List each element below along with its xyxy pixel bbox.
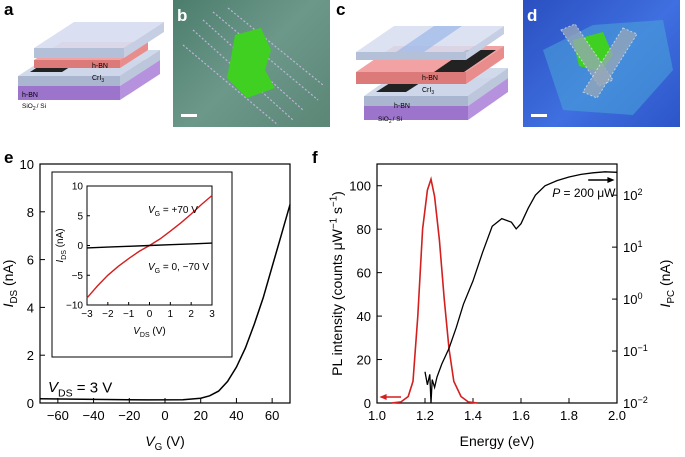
series-ids-line: [39, 204, 291, 401]
svg-text:SiO2/ Si: SiO2/ Si: [22, 103, 46, 112]
y-right-tick-label: 100: [623, 291, 643, 307]
schematic-c: h-BN CrI3 h-BN SiO2/ Si: [356, 26, 508, 125]
inset-x-tick-label: −1: [123, 309, 135, 320]
label-top-hbn: h-BN: [422, 75, 438, 82]
x-tick-label: −40: [83, 408, 105, 423]
label-substrate: SiO: [22, 103, 33, 110]
pl-axis-arrowhead: [379, 394, 387, 400]
x-tick-label: −60: [47, 408, 69, 423]
inset-x-axis-label: VDS (V): [133, 326, 166, 339]
inset-x-tick-label: 2: [188, 309, 194, 320]
x-tick-label: 1.6: [512, 408, 530, 423]
panel-label-a: a: [4, 0, 14, 19]
inset-x-tick-label: 3: [209, 309, 215, 320]
inset-y-axis-label: IDS (nA): [55, 228, 68, 262]
electrode-strip: [582, 27, 638, 99]
device-photo-d: [523, 0, 680, 127]
top-electrode: [434, 50, 496, 72]
top-hbn-layer: [34, 22, 164, 48]
vds-annotation: VDS = 3 V: [48, 379, 112, 400]
y-left-axis-label: PL intensity (counts μW−1 s−1): [328, 191, 345, 376]
inset-x-tick-label: −3: [81, 309, 93, 320]
label-cri3: CrI: [422, 87, 431, 94]
x-tick-label: 1.2: [416, 408, 434, 423]
panel-label-f: f: [312, 148, 318, 167]
inset-y-tick-label: 0: [77, 241, 83, 252]
inset-label-vg-plus70: VG = +70 V: [148, 205, 198, 218]
inset-y-tick-label: −10: [66, 301, 83, 312]
y-tick-label: 10: [20, 157, 34, 172]
inset-x-tick-label: −2: [102, 309, 114, 320]
inset-y-tick-label: 5: [77, 211, 83, 222]
y-tick-label: 0: [27, 396, 34, 411]
y-left-tick-label: 100: [349, 179, 371, 194]
panel-label-e: e: [4, 148, 14, 167]
panel-label-b: b: [177, 6, 188, 25]
panel-label-c: c: [336, 0, 346, 19]
x-tick-label: −20: [118, 408, 140, 423]
inset-y-tick-label: −5: [72, 271, 84, 282]
flake: [227, 28, 275, 98]
axes-frame: [376, 163, 618, 404]
y-left-tick-label: 40: [357, 309, 371, 324]
y-axis-label: IDS (nA): [0, 260, 20, 308]
inset-y-tick-label: 10: [72, 182, 84, 193]
ipc-axis-arrowhead: [607, 177, 615, 183]
panel-label-d: d: [527, 6, 538, 25]
series-ipc-line: [424, 171, 618, 404]
y-tick-label: 2: [27, 348, 34, 363]
label-bottom-hbn: h-BN: [22, 92, 38, 99]
svg-text:CrI3: CrI3: [92, 75, 104, 84]
schematic-a: h-BN CrI3 h-BN SiO2/ Si: [18, 22, 164, 112]
y-left-tick-label: 20: [357, 353, 371, 368]
x-tick-label: 20: [193, 408, 207, 423]
label-substrate: SiO: [378, 116, 389, 123]
chart-f: 1.0 1.2 1.4 1.6 1.8 2.0 0 20 40 60 80 100 102 101 100 1…: [328, 163, 677, 449]
x-axis-label: VG (V): [145, 433, 185, 453]
y-right-tick-label: 10−2: [623, 395, 648, 411]
svg-text:SiO2/ Si: SiO2/ Si: [378, 116, 402, 125]
x-tick-label: 1.0: [368, 408, 386, 423]
inset-label-vg-0-minus70: VG = 0, −70 V: [148, 262, 209, 275]
inset-x-tick-label: 1: [168, 309, 174, 320]
inset-x-tick-label: 0: [147, 309, 153, 320]
x-tick-label: 1.8: [560, 408, 578, 423]
x-tick-label: 60: [265, 408, 279, 423]
y-tick-label: 8: [27, 205, 34, 220]
label-top-hbn: h-BN: [92, 63, 108, 70]
x-axis-label: Energy (eV): [460, 433, 535, 449]
series-pl-line: [391, 176, 478, 404]
svg-text:CrI3: CrI3: [422, 87, 434, 96]
x-tick-label: 1.4: [464, 408, 482, 423]
scale-bar: [531, 114, 547, 117]
x-tick-label: 0: [161, 408, 168, 423]
label-cri3: CrI: [92, 75, 101, 82]
y-right-axis-label: IPC (nA): [657, 260, 677, 308]
label-bottom-hbn: h-BN: [394, 103, 410, 110]
y-right-tick-label: 102: [623, 187, 643, 203]
y-left-tick-label: 60: [357, 266, 371, 281]
device-photo-b: [173, 0, 330, 127]
series-vg-0-minus70-line: [86, 242, 213, 249]
x-tick-label: 40: [229, 408, 243, 423]
y-left-tick-label: 0: [364, 396, 371, 411]
y-tick-label: 4: [27, 300, 34, 315]
y-right-tick-label: 101: [623, 239, 643, 255]
y-right-tick-label: 10−1: [623, 343, 648, 359]
y-tick-label: 6: [27, 253, 34, 268]
power-annotation: P = 200 μW: [552, 186, 616, 200]
y-left-tick-label: 80: [357, 222, 371, 237]
scale-bar: [181, 114, 197, 117]
inset-frame: [51, 171, 233, 358]
x-tick-label: 2.0: [608, 408, 626, 423]
